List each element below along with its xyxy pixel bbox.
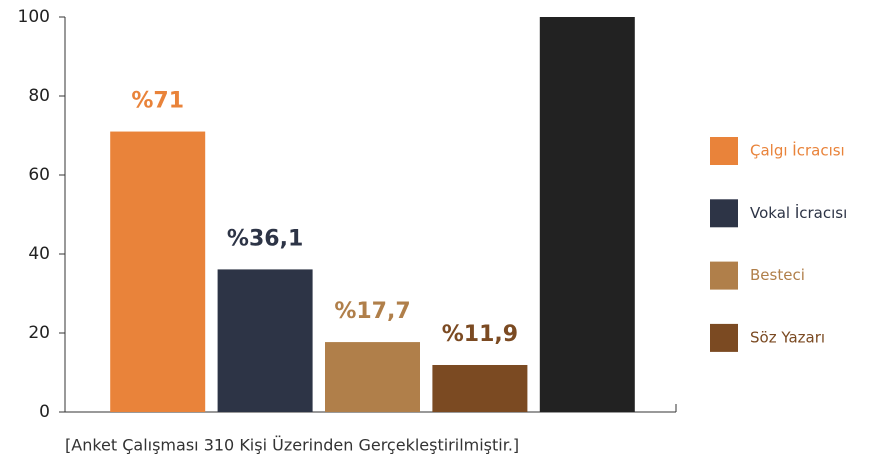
y-tick-label: 0 <box>39 402 50 422</box>
y-tick-label: 100 <box>18 7 50 27</box>
legend-label: Vokal İcracısı <box>750 203 847 222</box>
legend-swatch <box>710 323 738 352</box>
footnote: [Anket Çalışması 310 Kişi Üzerinden Gerç… <box>65 436 519 455</box>
y-tick-label: 20 <box>28 323 50 343</box>
legend-swatch <box>710 261 738 290</box>
y-tick-label: 80 <box>28 86 50 106</box>
bar <box>325 342 420 412</box>
value-label: %71 <box>131 89 184 114</box>
legend-swatch <box>710 137 738 165</box>
legend-label: Besteci <box>750 266 805 284</box>
bar <box>217 269 313 412</box>
legend-swatch <box>710 199 738 228</box>
bar <box>110 131 206 413</box>
value-label: %11,9 <box>442 322 518 347</box>
bar <box>539 17 635 412</box>
legend-label: Çalgı İcracısı <box>750 141 845 160</box>
value-label: %17,7 <box>334 299 410 324</box>
y-tick-label: 60 <box>28 165 50 185</box>
bar <box>432 364 528 412</box>
y-tick-label: 40 <box>28 244 50 264</box>
value-label: %36,1 <box>227 226 303 251</box>
legend-label: Söz Yazarı <box>750 328 825 346</box>
